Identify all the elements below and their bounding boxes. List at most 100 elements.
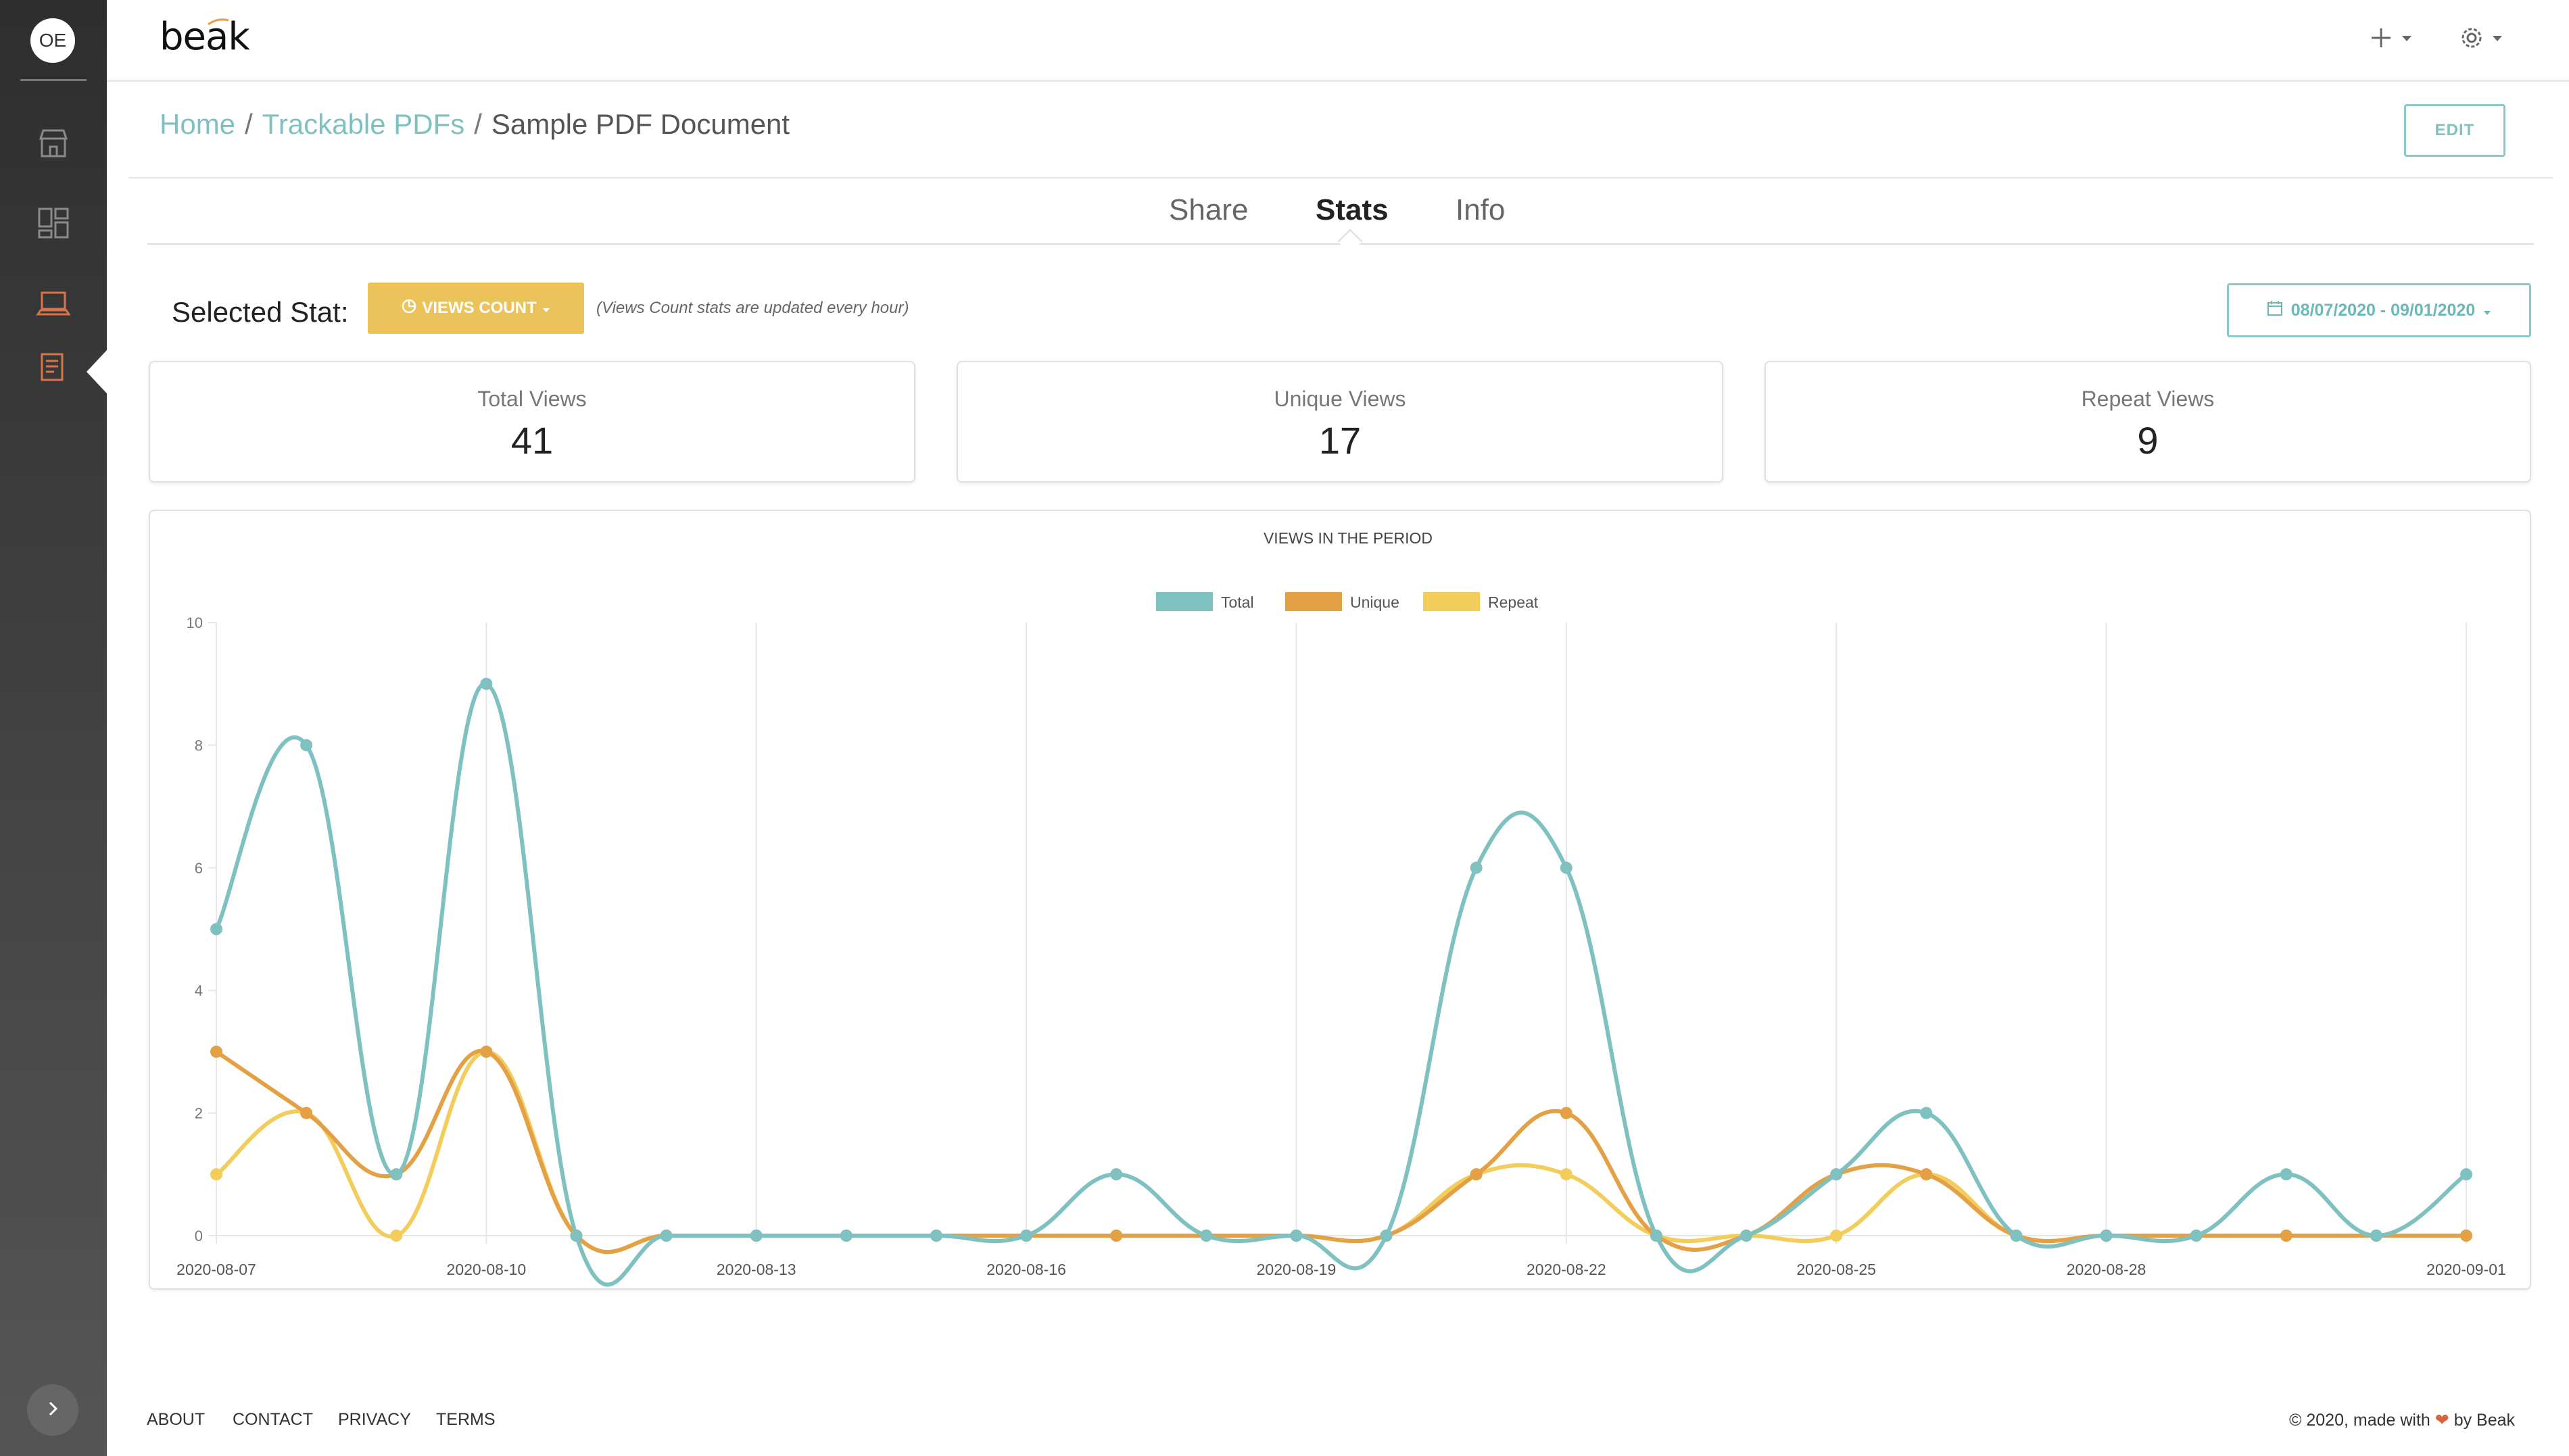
breadcrumb-home[interactable]: Home (160, 108, 236, 140)
card-value: 17 (1318, 419, 1362, 462)
legend-label-unique: Unique (1350, 593, 1399, 611)
data-point-unique (480, 1045, 493, 1058)
breadcrumb-current: Sample PDF Document (491, 108, 790, 140)
data-point-unique (210, 1045, 222, 1058)
series-line-repeat (215, 1049, 2466, 1255)
data-point-total (1290, 1230, 1303, 1242)
edit-button[interactable]: EDIT (2404, 104, 2505, 157)
y-tick-label: 8 (195, 737, 203, 754)
card-title: Repeat Views (2081, 387, 2215, 411)
store-icon[interactable] (35, 125, 72, 162)
caret-down-icon (542, 299, 550, 318)
tab-info[interactable]: Info (1456, 193, 1506, 226)
data-point-total (390, 1168, 403, 1181)
x-tick-label: 2020-08-13 (717, 1261, 796, 1278)
data-point-total (1470, 861, 1483, 874)
data-point-total (1380, 1230, 1393, 1242)
unique-views-card: Unique Views 17 (957, 361, 1723, 483)
caret-down-icon (2492, 33, 2503, 45)
data-point-total (1020, 1230, 1033, 1242)
tab-share[interactable]: Share (1169, 193, 1249, 226)
settings-menu-button[interactable] (2459, 20, 2503, 58)
y-tick-label: 10 (187, 614, 203, 631)
data-point-repeat (210, 1168, 222, 1181)
data-point-repeat (1560, 1168, 1572, 1181)
footer-terms-link[interactable]: TERMS (436, 1410, 496, 1429)
laptop-icon[interactable] (35, 286, 72, 322)
expand-sidebar-button[interactable] (27, 1384, 78, 1436)
data-point-unique (2280, 1230, 2292, 1242)
data-point-total (930, 1230, 942, 1242)
data-point-total (2280, 1168, 2292, 1181)
y-tick-label: 6 (195, 860, 203, 877)
data-point-total (300, 739, 313, 752)
breadcrumb-separator: / (474, 108, 482, 140)
caret-down-icon (2401, 33, 2412, 45)
data-point-unique (2460, 1230, 2472, 1242)
divider (128, 177, 2553, 178)
footer-copyright: © 2020, made with ❤ by Beak (2289, 1410, 2515, 1430)
y-tick-label: 2 (195, 1105, 203, 1122)
x-tick-label: 2020-08-07 (176, 1261, 256, 1278)
footer-contact-link[interactable]: CONTACT (233, 1410, 313, 1429)
data-point-total (1650, 1230, 1662, 1242)
data-point-repeat (1830, 1230, 1843, 1242)
legend-label-total: Total (1221, 593, 1254, 611)
data-point-total (2100, 1230, 2113, 1242)
plus-icon (2369, 26, 2393, 53)
data-point-total (750, 1230, 763, 1242)
dashboard-icon[interactable] (35, 205, 72, 241)
data-point-repeat (390, 1230, 403, 1242)
pie-chart-icon (402, 299, 416, 318)
sidebar-divider (20, 79, 87, 81)
legend-swatch-unique (1285, 592, 1342, 611)
y-tick-label: 4 (195, 982, 203, 999)
selected-stat-label: Selected Stat: (172, 296, 349, 328)
repeat-views-card: Repeat Views 9 (1764, 361, 2531, 483)
data-point-total (1200, 1230, 1213, 1242)
x-tick-label: 2020-08-25 (1796, 1261, 1876, 1278)
breadcrumb-trackable-pdfs[interactable]: Trackable PDFs (262, 108, 465, 140)
chevron-right-icon (43, 1399, 63, 1422)
date-range-label: 08/07/2020 - 09/01/2020 (2290, 300, 2476, 320)
x-tick-label: 2020-09-01 (2426, 1261, 2506, 1278)
data-point-total (1740, 1230, 1753, 1242)
data-point-total (840, 1230, 853, 1242)
card-value: 9 (2137, 419, 2159, 462)
tab-stats[interactable]: Stats (1316, 193, 1389, 226)
data-point-total (1560, 861, 1572, 874)
date-range-picker[interactable]: 08/07/2020 - 09/01/2020 (2227, 283, 2531, 337)
caret-down-icon (2483, 301, 2491, 320)
active-indicator (87, 350, 107, 393)
logo-swoosh-icon (208, 18, 229, 26)
add-menu-button[interactable] (2369, 20, 2412, 58)
legend-swatch-repeat (1423, 592, 1480, 611)
avatar[interactable]: OE (30, 18, 75, 63)
views-chart-panel: VIEWS IN THE PERIOD Total Unique Repeat 2020… (149, 510, 2531, 1290)
data-point-total (570, 1230, 583, 1242)
views-count-dropdown[interactable]: VIEWS COUNT (368, 283, 584, 334)
data-point-total (1110, 1168, 1123, 1181)
gear-icon (2459, 26, 2484, 53)
x-tick-label: 2020-08-10 (447, 1261, 527, 1278)
data-point-total (1830, 1168, 1843, 1181)
data-point-unique (300, 1107, 313, 1119)
breadcrumb-separator: / (245, 108, 253, 140)
data-point-total (1920, 1107, 1933, 1119)
footer-privacy-link[interactable]: PRIVACY (338, 1410, 411, 1429)
data-point-total (2460, 1168, 2472, 1181)
document-list-icon[interactable] (35, 350, 72, 387)
data-point-total (660, 1230, 673, 1242)
x-tick-label: 2020-08-28 (2067, 1261, 2146, 1278)
data-point-unique (1560, 1107, 1572, 1119)
data-point-total (2370, 1230, 2382, 1242)
x-tick-label: 2020-08-22 (1527, 1261, 1606, 1278)
active-tab-indicator (1337, 228, 1363, 254)
beak-logo[interactable]: beak (160, 15, 250, 59)
data-point-total (480, 677, 493, 690)
data-point-unique (1110, 1230, 1123, 1242)
footer-about-link[interactable]: ABOUT (147, 1410, 206, 1429)
stats-update-note: (Views Count stats are updated every hou… (596, 299, 909, 317)
x-tick-label: 2020-08-16 (986, 1261, 1066, 1278)
